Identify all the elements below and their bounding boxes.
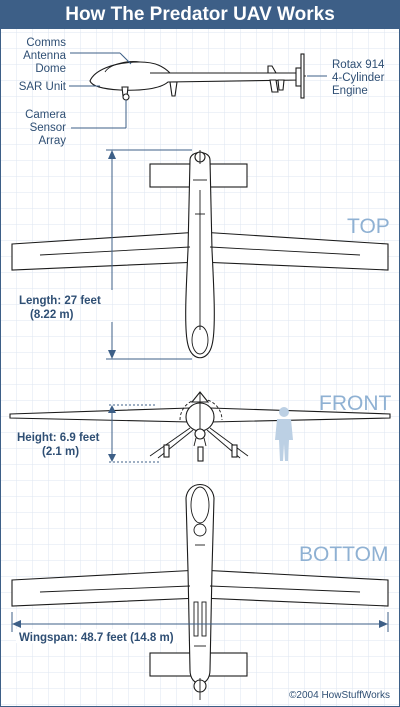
wingspan-label: Wingspan: 48.7 feet (14.8 m) (19, 632, 174, 644)
length-label-line2: (8.22 m) (30, 309, 74, 321)
engine-label-line2: 4-Cylinder (332, 72, 385, 84)
view-label-top: TOP (347, 215, 390, 238)
front-view-drone (9, 391, 391, 463)
page-title: How The Predator UAV Works (65, 4, 335, 25)
top-view-drone (11, 150, 389, 359)
height-label-line2: (2.1 m) (42, 446, 79, 458)
callout-lines (69, 52, 327, 129)
camera-label-line1: Camera (25, 109, 67, 121)
engine-label-line3: Engine (332, 85, 368, 97)
comms-label-line1: Comms (26, 37, 66, 49)
camera-label-line3: Array (39, 135, 67, 147)
height-label-line1: Height: 6.9 feet (17, 432, 100, 444)
camera-label-line2: Sensor (30, 122, 67, 134)
view-label-bottom: BOTTOM (299, 543, 388, 566)
sar-label: SAR Unit (19, 81, 67, 93)
comms-label-line2: Antenna (23, 50, 66, 62)
wingspan-dimension (11, 612, 389, 643)
length-label-line1: Length: 27 feet (19, 295, 101, 307)
copyright-text: ©2004 HowStuffWorks (289, 690, 390, 701)
title-bar: How The Predator UAV Works (0, 0, 400, 29)
length-dimension (106, 149, 192, 360)
engine-label-line1: Rotax 914 (332, 59, 385, 71)
view-label-front: FRONT (319, 392, 391, 415)
bottom-view-drone (11, 483, 389, 700)
comms-label-line3: Dome (35, 63, 66, 75)
height-dimension (108, 405, 116, 462)
human-scale-figure (275, 407, 293, 461)
side-view-drone (89, 53, 306, 101)
